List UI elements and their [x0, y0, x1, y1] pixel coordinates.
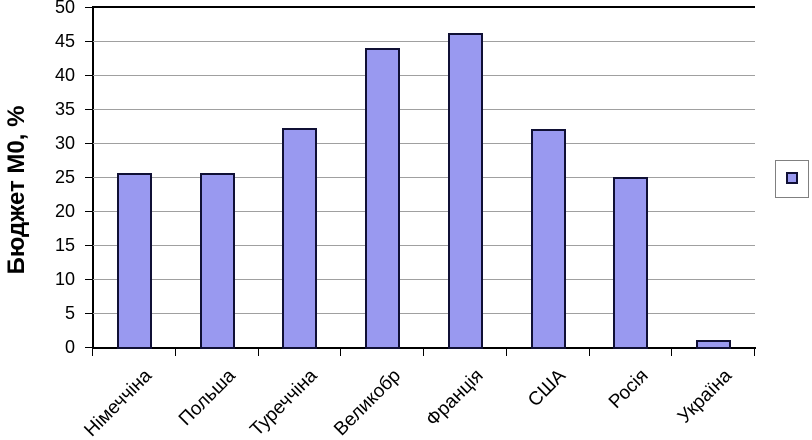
y-axis-tick-10 [85, 279, 93, 280]
y-tick-label-10: 10 [54, 269, 75, 289]
x-axis-tick-1 [174, 349, 176, 356]
y-tick-label-25: 25 [54, 167, 75, 187]
gridline-20 [93, 211, 755, 212]
bar-Україна [696, 340, 732, 349]
bar-США [530, 128, 566, 349]
y-tick-label-30: 30 [54, 133, 75, 153]
gridline-45 [93, 41, 755, 42]
x-axis-line [92, 347, 756, 349]
legend [775, 160, 809, 198]
x-axis-tick-4 [423, 349, 424, 356]
bar-Німеччіна [116, 172, 152, 349]
gridline-5 [93, 313, 755, 314]
gridline-10 [93, 279, 755, 280]
y-axis-tick-25 [85, 177, 93, 178]
x-tick-label-Україна: Україна [673, 365, 736, 428]
x-axis-tick-5 [505, 349, 507, 356]
y-axis-tick-15 [85, 245, 93, 246]
x-tick-label-Польша: Польша [174, 365, 240, 431]
y-tick-label-5: 5 [64, 303, 75, 323]
y-axis-tick-50 [85, 7, 93, 8]
y-axis-tick-30 [85, 143, 93, 144]
gridline-40 [93, 75, 755, 76]
x-tick-label-США: США [524, 365, 571, 412]
y-tick-label-20: 20 [54, 201, 75, 221]
gridline-15 [93, 245, 755, 246]
x-tick-label-Франція: Франція [422, 365, 488, 431]
bar-Великобр [365, 47, 401, 349]
y-tick-label-35: 35 [54, 99, 75, 119]
y-tick-label-45: 45 [54, 31, 75, 51]
bar-Туреччіна [282, 128, 318, 349]
y-axis-tick-40 [85, 75, 93, 76]
y-axis-tick-0 [85, 347, 93, 348]
x-axis-tick-3 [340, 349, 342, 356]
y-tick-label-40: 40 [54, 65, 75, 85]
y-tick-label-0: 0 [64, 337, 75, 357]
y-tick-label-15: 15 [54, 235, 75, 255]
legend-swatch-icon [786, 172, 798, 184]
y-axis-tick-5 [85, 313, 93, 314]
x-axis-tick-7 [671, 349, 673, 356]
x-axis-tick-8 [754, 349, 755, 356]
gridline-50 [93, 6, 755, 8]
x-tick-label-Німеччіна: Німеччіна [80, 365, 157, 440]
y-axis-tick-35 [85, 109, 93, 110]
x-axis-tick-0 [92, 349, 93, 356]
x-tick-label-Туреччіна: Туреччіна [246, 365, 323, 440]
y-axis-tick-45 [85, 41, 93, 42]
x-tick-label-Великобр: Великобр [329, 365, 405, 440]
y-axis-title: Бюджет М0, % [3, 105, 30, 275]
y-tick-label-50: 50 [54, 0, 75, 17]
gridline-25 [93, 177, 755, 178]
x-tick-label-Росія: Росія [605, 365, 654, 413]
bar-Росія [613, 177, 649, 349]
x-axis-tick-6 [588, 349, 590, 356]
bar-Франція [447, 32, 483, 349]
x-axis-tick-2 [257, 349, 259, 356]
y-axis-tick-20 [85, 211, 93, 212]
bar-Польша [199, 172, 235, 349]
gridline-30 [93, 143, 755, 144]
gridline-35 [93, 109, 755, 110]
